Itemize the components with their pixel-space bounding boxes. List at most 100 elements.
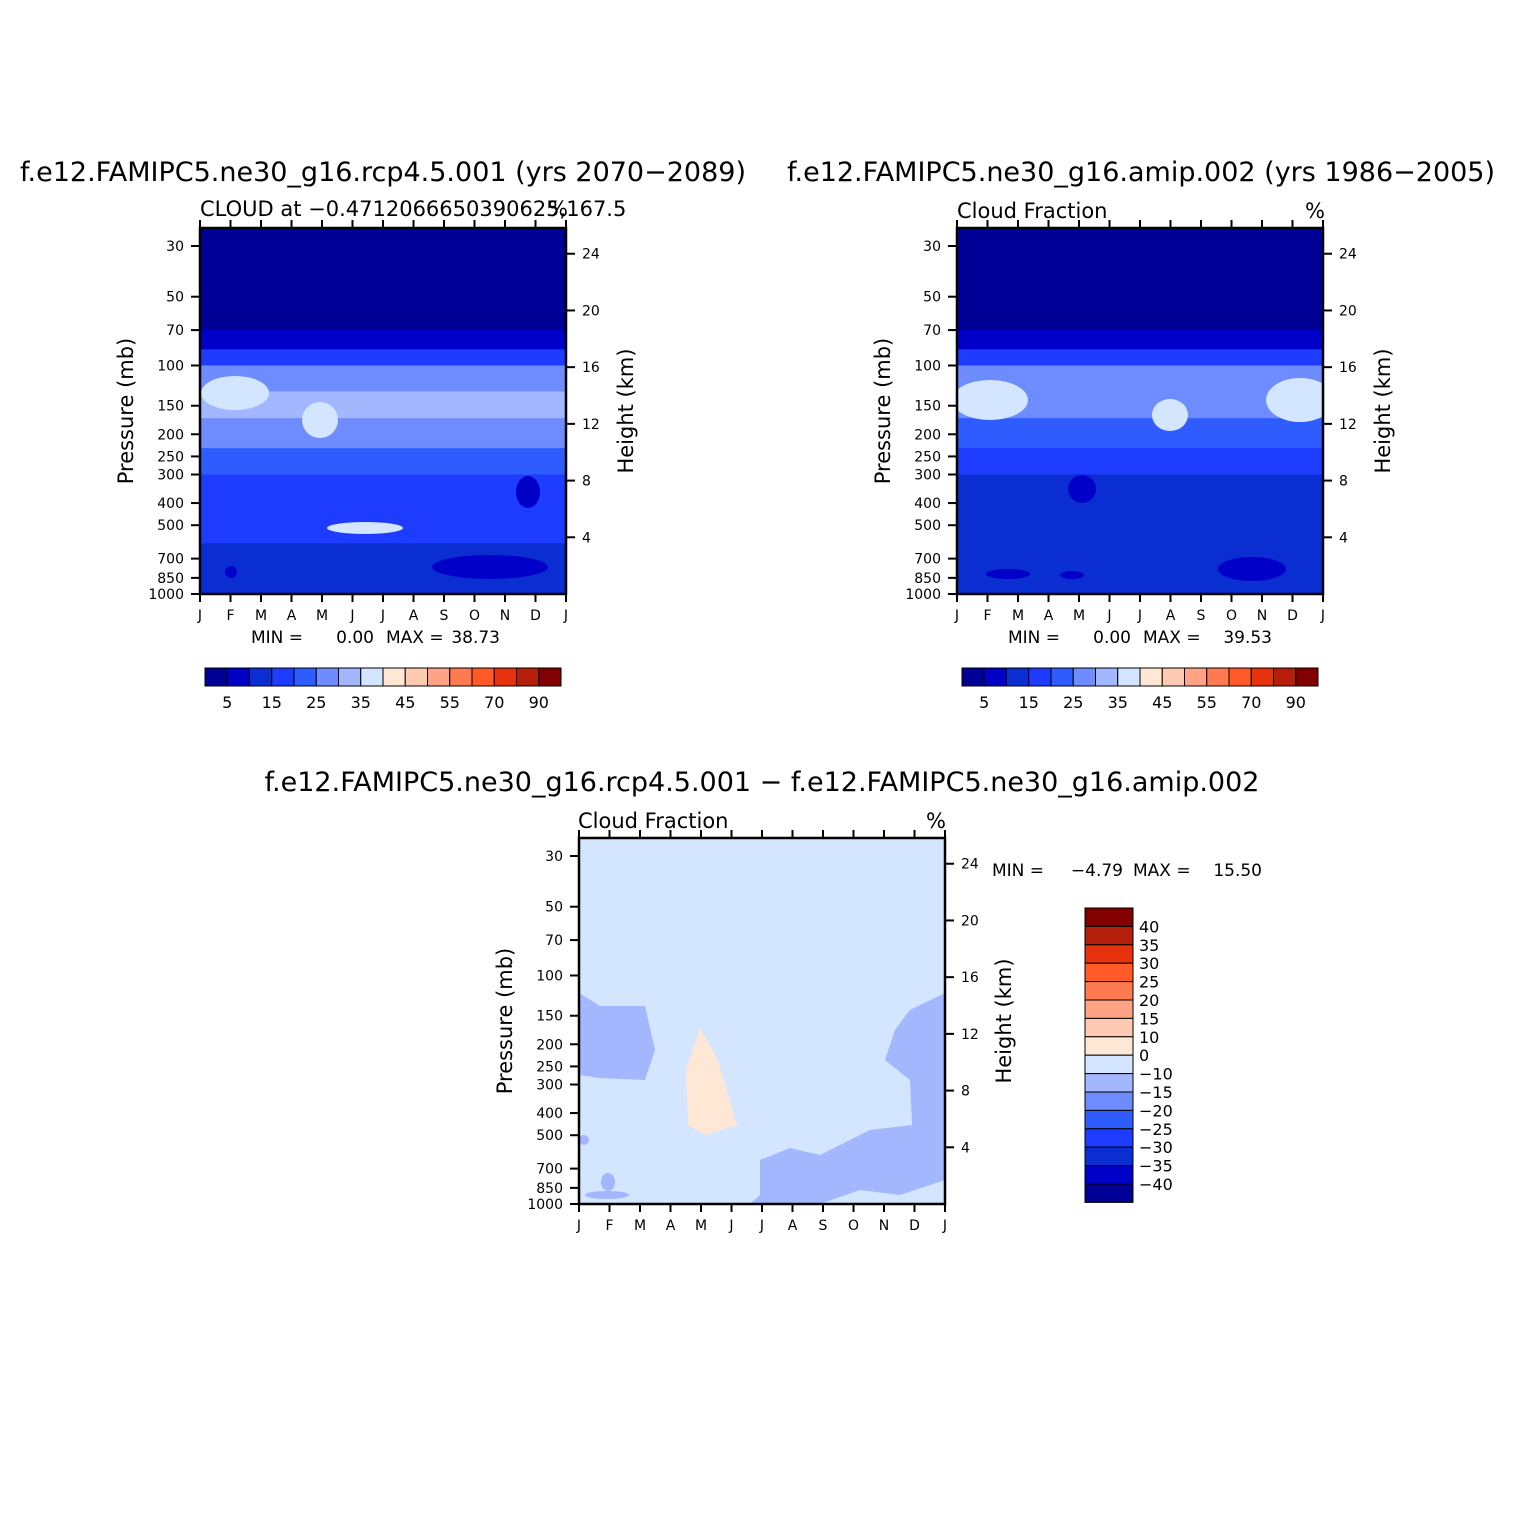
y-tick-label: 500	[536, 1128, 563, 1144]
colorbar-box	[1228, 667, 1252, 687]
y-tick-right-label: 24	[961, 857, 979, 873]
colorbar-label: 15	[1019, 693, 1039, 712]
x-tick-label: S	[1197, 608, 1206, 624]
field-feature-low	[986, 569, 1030, 579]
panel-difference-max-value: 15.50	[1213, 861, 1262, 881]
panel-difference: f.e12.FAMIPC5.ne30_g16.rcp4.5.001 − f.e1…	[265, 767, 1262, 1234]
panel-difference-axes: J F M A M J J A S O N D J 30 50 70 100 150 200 250 300 400 500…	[527, 830, 979, 1234]
colorbar-label: 40	[1139, 917, 1159, 936]
field-bands	[200, 228, 566, 594]
colorbar-label: 70	[484, 693, 504, 712]
y-tick-right-label: 16	[582, 360, 600, 376]
colorbar-box	[1084, 907, 1134, 927]
panel-control-max-value: 39.53	[1223, 628, 1272, 648]
y-tick-label: 50	[923, 290, 941, 306]
colorbar-box	[471, 667, 495, 687]
y-tick-label: 400	[157, 496, 184, 512]
colorbar-box	[493, 667, 517, 687]
field-band	[200, 474, 566, 504]
x-tick-label: A	[1166, 608, 1176, 624]
colorbar-label: 55	[440, 693, 460, 712]
panel-difference-ylabel-right: Height (km)	[992, 958, 1016, 1083]
y-tick-label: 850	[157, 571, 184, 587]
panel-control-max-label: MAX =	[1143, 628, 1201, 648]
field-feature-negative	[750, 993, 945, 1204]
y-tick-label: 150	[157, 399, 184, 415]
colorbar-label: −30	[1139, 1138, 1173, 1157]
y-tick-label: 70	[923, 323, 941, 339]
y-tick-right-label: 20	[961, 913, 979, 929]
y-tick-label: 150	[914, 399, 941, 415]
colorbar-box	[1184, 667, 1208, 687]
y-tick-label: 250	[914, 449, 941, 465]
colorbar-label: 45	[1152, 693, 1172, 712]
colorbar-box	[1084, 999, 1134, 1019]
y-tick-right-label: 16	[961, 970, 979, 986]
colorbar-box	[1084, 1036, 1134, 1056]
colorbar-box	[983, 667, 1007, 687]
y-tick-label: 700	[914, 552, 941, 568]
field-feature-low	[432, 555, 548, 579]
x-tick-label: J	[728, 1218, 733, 1234]
panel-difference-units: %	[926, 809, 946, 833]
panel-difference-field	[579, 838, 945, 1204]
y-tick-right-label: 24	[582, 247, 600, 263]
y-tick-label: 300	[914, 468, 941, 484]
colorbar-box	[1028, 667, 1052, 687]
field-band	[200, 448, 566, 476]
colorbar-box	[315, 667, 339, 687]
y-tick-right-label: 20	[1339, 303, 1357, 319]
y-tick-right-label: 24	[1339, 247, 1357, 263]
colorbar-box	[1084, 1091, 1134, 1111]
x-tick-label: S	[440, 608, 449, 624]
colorbar-box	[1273, 667, 1297, 687]
colorbar-box	[249, 667, 273, 687]
panel-control-ylabel: Pressure (mb)	[871, 338, 895, 485]
field-feature-high	[327, 522, 403, 534]
y-tick-label: 700	[157, 552, 184, 568]
colorbar-box	[961, 667, 985, 687]
panel-case: f.e12.FAMIPC5.ne30_g16.rcp4.5.001 (yrs 2…	[20, 157, 746, 712]
colorbar-label: −15	[1139, 1083, 1173, 1102]
colorbar-box	[1084, 1146, 1134, 1167]
colorbar-box	[1084, 981, 1134, 1001]
panel-difference-title: f.e12.FAMIPC5.ne30_g16.rcp4.5.001 − f.e1…	[265, 767, 1260, 798]
colorbar-box	[1084, 944, 1134, 964]
colorbar-box	[360, 667, 384, 687]
x-tick-label: M	[255, 608, 267, 624]
colorbar-label: 45	[395, 693, 415, 712]
field-band	[200, 418, 566, 449]
colorbar-label: 20	[1139, 991, 1159, 1010]
colorbar-box	[1084, 962, 1134, 983]
field-band	[200, 228, 566, 331]
y-tick-label: 300	[536, 1078, 563, 1094]
panel-control-ylabel-right: Height (km)	[1371, 348, 1395, 473]
field-band	[200, 525, 566, 544]
field-band	[957, 448, 1323, 476]
colorbar-label: −20	[1139, 1101, 1173, 1120]
x-tick-label: F	[226, 608, 234, 624]
colorbar-box	[1139, 667, 1163, 687]
y-tick-right-label: 8	[961, 1084, 970, 1100]
field-band	[200, 349, 566, 366]
colorbar-label: 25	[1139, 973, 1159, 992]
colorbar-label: 90	[1286, 693, 1306, 712]
x-tick-label: J	[197, 608, 202, 624]
y-tick-label: 850	[914, 571, 941, 587]
colorbar-box	[1206, 667, 1230, 687]
x-tick-label: M	[316, 608, 328, 624]
y-tick-label: 50	[545, 900, 563, 916]
panel-case-field	[200, 228, 566, 594]
y-tick-right-label: 8	[582, 474, 591, 490]
field-bands	[957, 228, 1323, 594]
colorbar-box	[1050, 667, 1074, 687]
x-tick-label: D	[909, 1218, 920, 1234]
y-tick-label: 30	[166, 239, 184, 255]
x-tick-label: J	[954, 608, 959, 624]
colorbar-label: 70	[1241, 693, 1261, 712]
x-tick-label: N	[1257, 608, 1267, 624]
y-tick-label: 500	[914, 518, 941, 534]
x-tick-label: N	[879, 1218, 889, 1234]
x-tick-label: M	[1012, 608, 1024, 624]
